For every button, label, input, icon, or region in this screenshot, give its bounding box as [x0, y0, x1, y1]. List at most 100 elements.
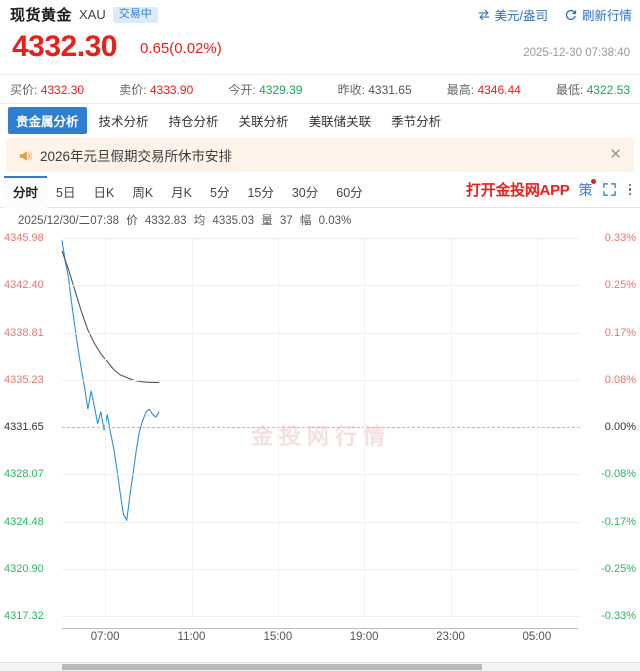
- gridline: [62, 238, 580, 239]
- stat-value: 4322.53: [586, 82, 631, 97]
- y-tick-left: 4331.65: [4, 421, 44, 433]
- gridline-vertical: [450, 238, 452, 616]
- refresh-icon: [564, 8, 578, 22]
- gridline: [62, 379, 580, 381]
- gridline-vertical: [364, 238, 366, 616]
- x-axis: 07:00 11:00 15:00 19:00 23:00 05:00: [62, 628, 578, 651]
- chart-info-amp: 0.03%: [318, 215, 352, 227]
- symbol-name: 现货黄金: [10, 7, 73, 24]
- y-tick-left: 4328.07: [4, 468, 44, 481]
- stat-prev-close: 昨收: 4331.65: [338, 81, 447, 98]
- gridline-prev-close: [62, 427, 580, 428]
- tab-precious-metal-analysis[interactable]: 贵金属分析: [8, 106, 87, 134]
- stat-value: 4332.30: [40, 82, 85, 97]
- x-tick: 19:00: [349, 631, 379, 643]
- period-tab-30min[interactable]: 30分: [291, 185, 319, 200]
- gridline-vertical: [277, 238, 279, 616]
- swap-arrows-icon: [477, 8, 491, 22]
- strategy-label: 策: [578, 181, 593, 198]
- period-tab-15min[interactable]: 15分: [247, 185, 274, 200]
- chart-plot-area[interactable]: 金投网行情: [61, 238, 580, 617]
- last-price: 4332.30: [12, 30, 117, 63]
- fullscreen-icon[interactable]: [602, 182, 617, 197]
- period-tab-5min[interactable]: 5分: [210, 185, 230, 200]
- header-actions: 美元/盎司 刷新行情: [477, 5, 632, 24]
- period-tab-5day[interactable]: 5日: [56, 185, 76, 200]
- notice-text: 2026年元旦假期交易所休市安排: [40, 149, 233, 164]
- y-tick-right: -0.08%: [601, 468, 636, 481]
- stat-low: 最低: 4322.53: [556, 81, 630, 98]
- tab-position-analysis[interactable]: 持仓分析: [168, 114, 219, 129]
- tab-technical-analysis[interactable]: 技术分析: [98, 114, 149, 129]
- y-tick-left: 4342.40: [4, 279, 44, 292]
- y-tick-left: 4335.23: [4, 373, 44, 386]
- notification-dot: [590, 178, 596, 184]
- gridline: [62, 616, 580, 617]
- chart-scrollbar[interactable]: [0, 662, 640, 671]
- y-tick-right: 0.33%: [604, 232, 636, 244]
- scrollbar-thumb[interactable]: [62, 664, 482, 670]
- gridline-vertical: [191, 238, 193, 616]
- chart-info-datetime: 2025/12/30/二07:38: [18, 215, 120, 227]
- y-tick-right: 0.00%: [604, 421, 636, 433]
- status-badge: 交易中: [112, 6, 158, 23]
- gridline: [62, 285, 580, 287]
- stat-label: 今开:: [228, 82, 256, 97]
- y-tick-left: 4345.98: [4, 232, 44, 244]
- symbol-block: 现货黄金 XAU 交易中: [10, 4, 630, 25]
- x-tick: 07:00: [90, 631, 120, 643]
- stat-label: 昨收:: [337, 82, 365, 97]
- period-tab-weekly[interactable]: 周K: [132, 185, 154, 200]
- y-tick-right: -0.25%: [601, 562, 636, 575]
- y-tick-left: 4320.90: [4, 562, 44, 575]
- chart-info-amp-label: 幅: [299, 215, 312, 227]
- stat-label: 卖价:: [119, 82, 147, 97]
- price-block: 4332.30 0.65(0.02%) 2025-12-30 07:38:40: [0, 28, 640, 74]
- refresh-quote-button[interactable]: 刷新行情: [564, 5, 632, 24]
- stat-open: 今开: 4329.39: [228, 81, 337, 98]
- y-tick-right: -0.17%: [601, 515, 636, 528]
- stat-value: 4329.39: [259, 82, 303, 97]
- stat-label: 买价:: [10, 82, 38, 97]
- close-icon[interactable]: ✕: [609, 146, 622, 163]
- tab-correlation-analysis[interactable]: 关联分析: [238, 114, 289, 129]
- unit-toggle-label: 美元/盎司: [494, 9, 548, 23]
- gridline: [62, 474, 580, 476]
- stat-label: 最低:: [555, 82, 584, 97]
- stat-ask: 卖价: 4333.90: [119, 81, 228, 98]
- period-tab-monthly[interactable]: 月K: [171, 185, 192, 200]
- quote-timestamp: 2025-12-30 07:38:40: [523, 47, 630, 59]
- unit-toggle-button[interactable]: 美元/盎司: [477, 5, 548, 24]
- stat-value: 4331.65: [368, 82, 412, 97]
- strategy-button[interactable]: 策: [578, 178, 596, 200]
- period-actions: 打开金投网APP 策: [466, 178, 635, 200]
- tab-fed-correlation[interactable]: 美联储关联: [308, 114, 372, 129]
- stat-bid: 买价: 4332.30: [10, 81, 119, 98]
- y-tick-left: 4338.81: [4, 326, 44, 339]
- period-tab-60min[interactable]: 60分: [336, 185, 363, 200]
- price-change: 0.65(0.02%): [140, 40, 222, 57]
- x-tick: 05:00: [522, 631, 552, 643]
- y-tick-right: -0.33%: [601, 610, 636, 622]
- symbol-code: XAU: [79, 7, 106, 22]
- period-tab-intraday[interactable]: 分时: [4, 175, 48, 208]
- period-tab-bar: 分时 5日 日K 周K 月K 5分 15分 30分 60分 打开金投网APP 策: [0, 175, 640, 208]
- period-tab-daily[interactable]: 日K: [93, 185, 115, 200]
- analysis-tab-bar: 贵金属分析 技术分析 持仓分析 关联分析 美联储关联 季节分析: [0, 104, 640, 136]
- refresh-label: 刷新行情: [581, 9, 632, 23]
- notice-banner[interactable]: 2026年元旦假期交易所休市安排 ✕: [6, 138, 634, 172]
- gridline: [62, 568, 580, 570]
- y-tick-right: 0.17%: [604, 326, 636, 339]
- more-vertical-icon[interactable]: [626, 183, 635, 196]
- y-tick-left: 4324.48: [4, 515, 44, 528]
- intraday-chart[interactable]: 4345.98 4342.40 4338.81 4335.23 4331.65 4328.…: [0, 230, 640, 628]
- open-app-button[interactable]: 打开金投网APP: [466, 182, 570, 199]
- megaphone-icon: [18, 148, 32, 162]
- y-tick-left: 4317.32: [4, 610, 44, 622]
- x-tick: 11:00: [177, 631, 206, 643]
- tab-seasonal-analysis[interactable]: 季节分析: [391, 114, 442, 129]
- page-header: 现货黄金 XAU 交易中 美元/盎司 刷新行情: [0, 0, 640, 28]
- chart-info-price-label: 价: [126, 215, 138, 227]
- chart-info-price: 4332.83: [144, 215, 187, 227]
